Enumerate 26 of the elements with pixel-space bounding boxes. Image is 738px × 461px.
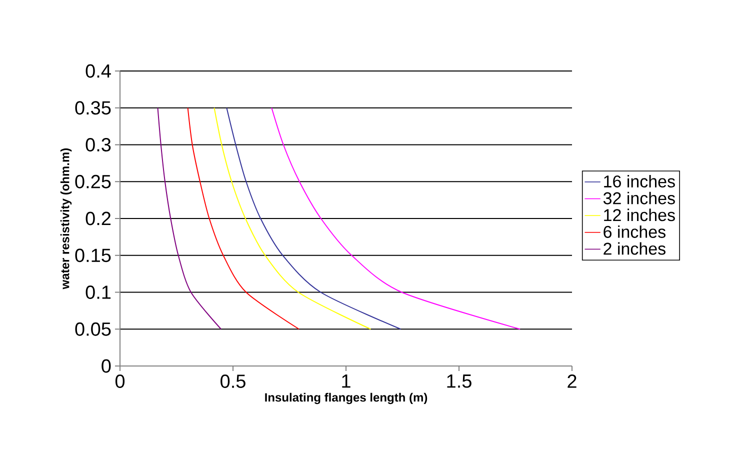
line-series: [157, 107, 222, 330]
y-tick-label: 0.35: [75, 101, 111, 115]
y-axis-title: water resistivity (ohm.m): [60, 148, 72, 290]
y-tick-label: 0.15: [75, 248, 111, 262]
line-series: [187, 107, 300, 330]
x-tick-label: 2: [568, 374, 576, 388]
legend-label: 16 inches: [604, 175, 675, 188]
line-series: [214, 107, 372, 330]
legend-label: 2 inches: [604, 242, 666, 255]
x-tick-label: 1.5: [447, 374, 472, 388]
x-tick-label: 1: [342, 374, 350, 388]
legend-label: 32 inches: [603, 192, 675, 204]
y-tick-label: 0.25: [75, 174, 111, 188]
line-series: [271, 107, 521, 330]
y-tick-label: 0.2: [86, 212, 111, 226]
x-tick-label: 0: [115, 374, 125, 388]
y-tick-label: 0.4: [86, 64, 111, 78]
y-tick-label: 0.1: [86, 286, 111, 299]
y-tick-label: 0: [102, 359, 111, 373]
x-tick-label: 0.5: [220, 374, 246, 388]
x-axis-title: Insulating flanges length (m): [265, 392, 428, 404]
y-tick-label: 0.3: [86, 138, 111, 152]
line-series: [226, 107, 402, 330]
y-tick-label: 0.05: [75, 322, 111, 336]
legend-label: 6 inches: [604, 225, 666, 238]
legend-label: 12 inches: [604, 208, 675, 222]
